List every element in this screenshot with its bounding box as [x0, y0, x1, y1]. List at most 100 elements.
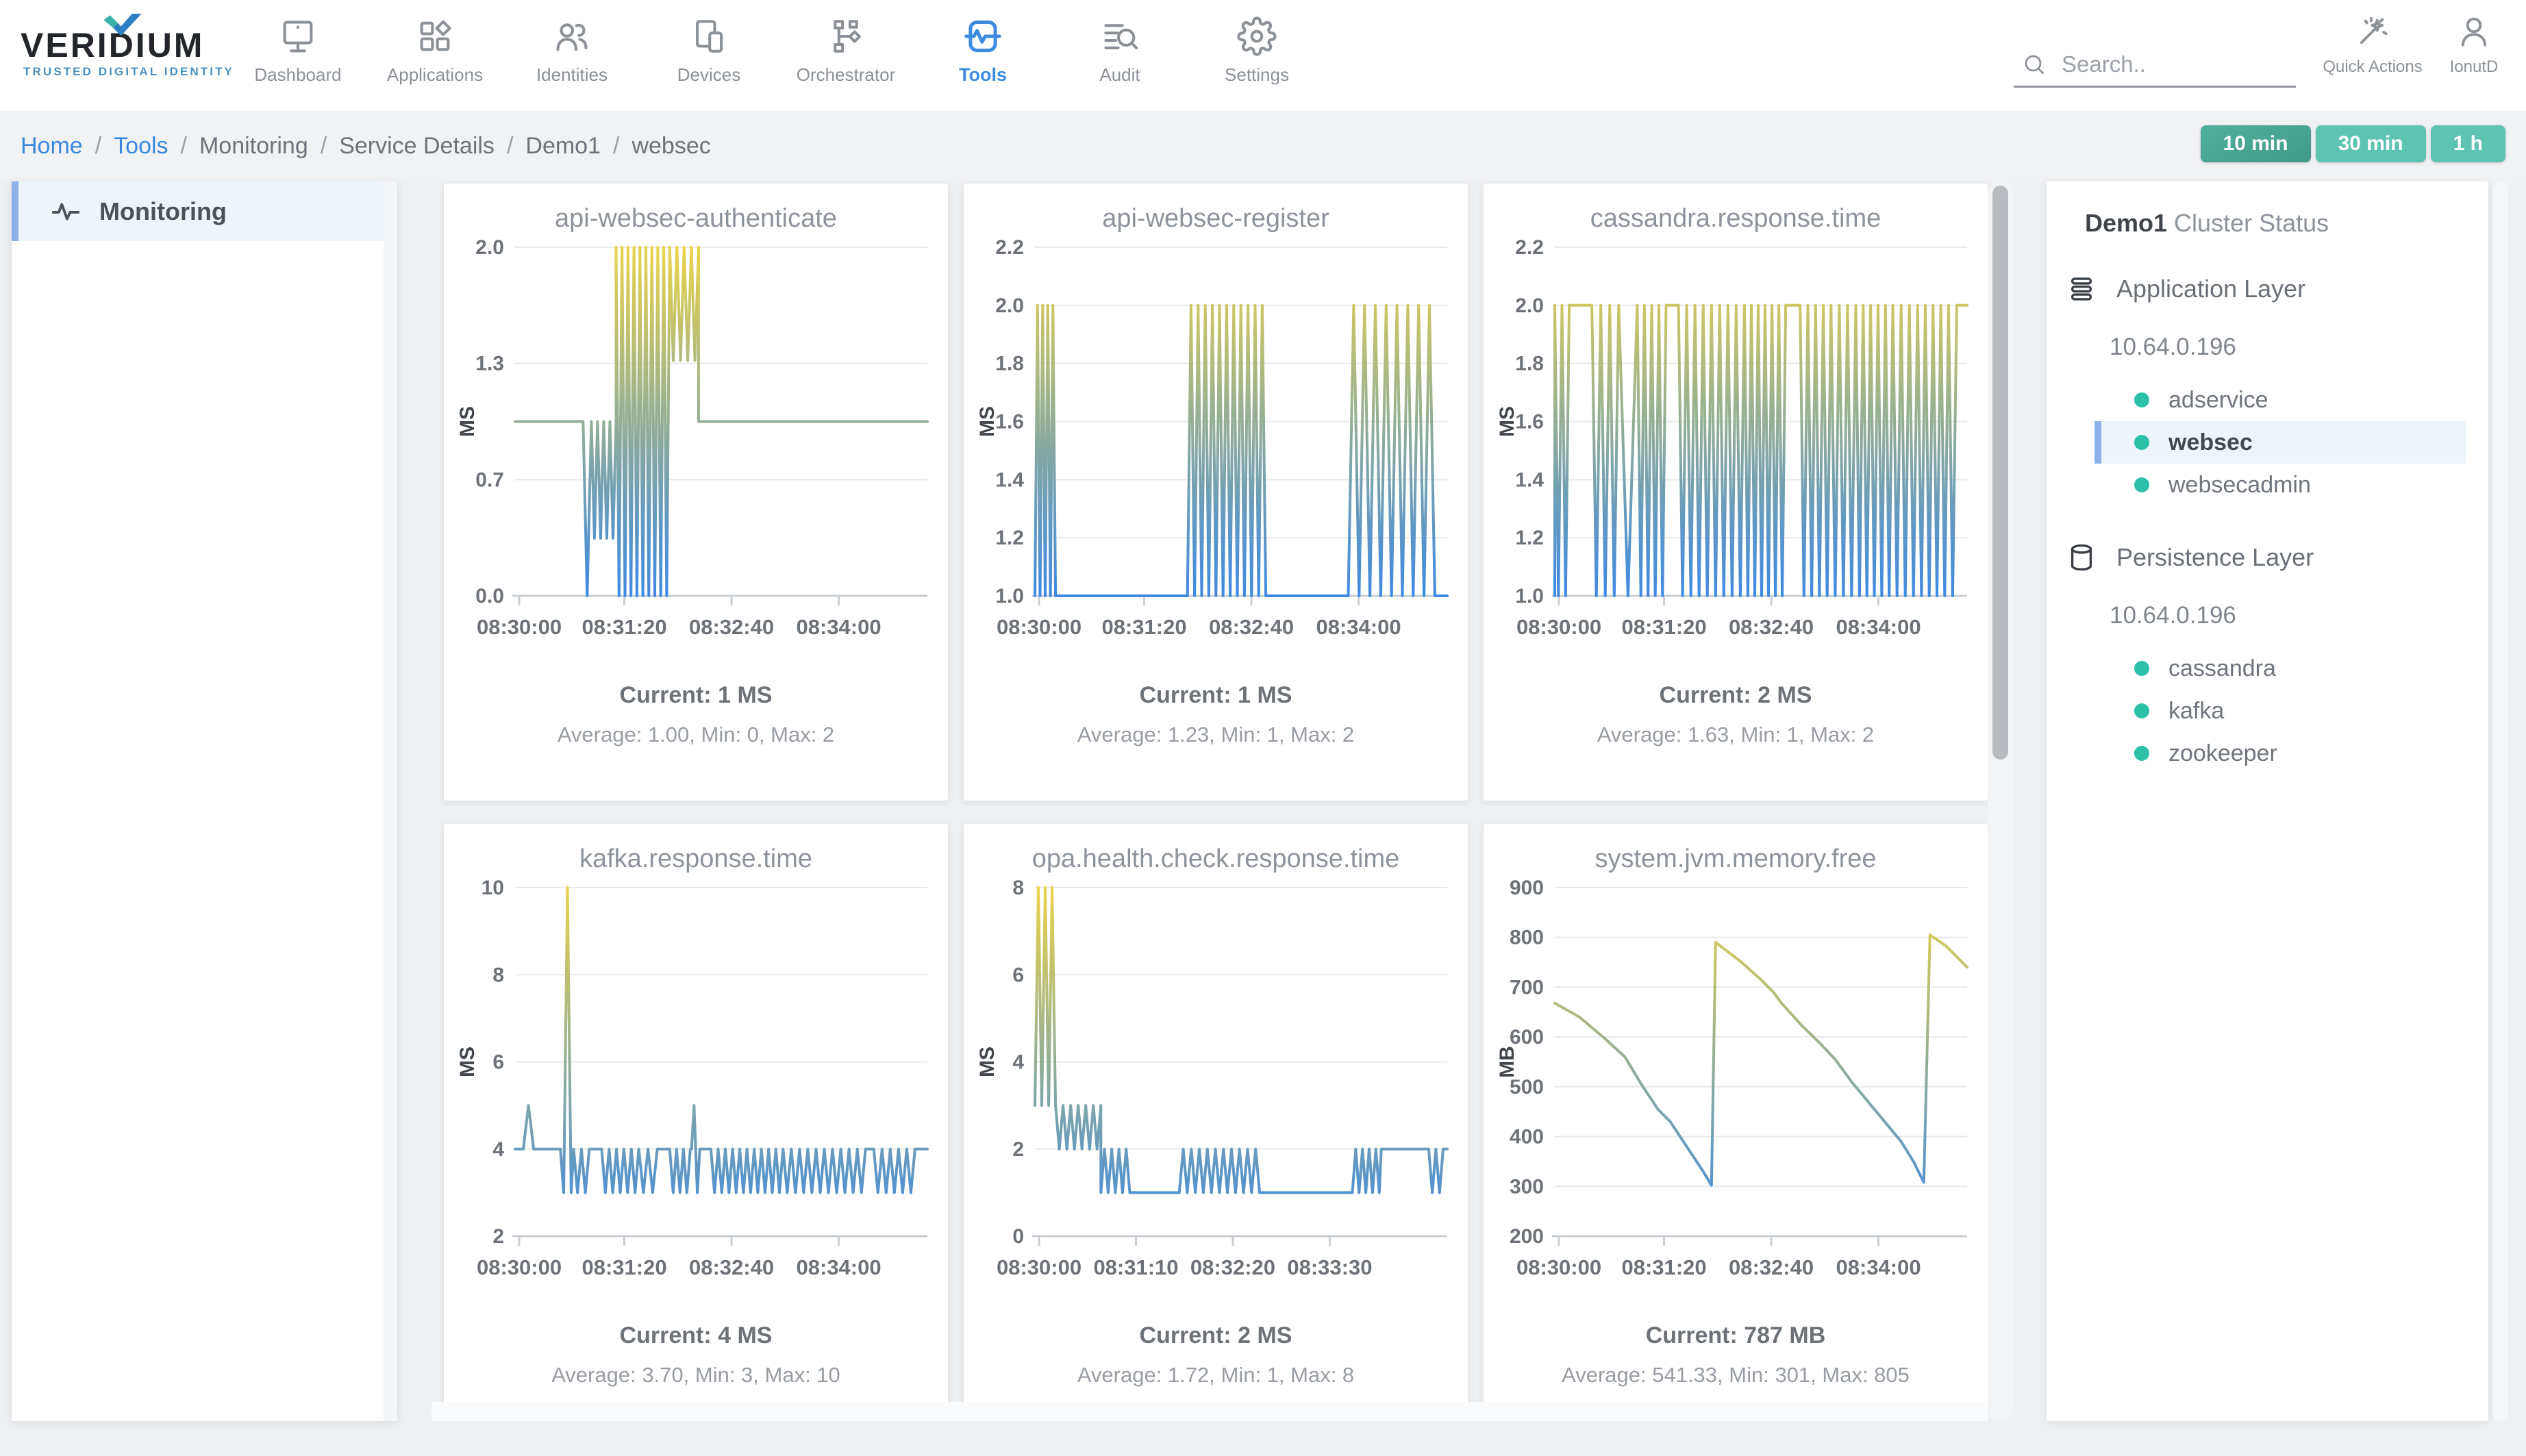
- chart-card-kafka-response-time: kafka.response.time 10 8 6 4 2 08:30:00 08:31:…: [444, 824, 948, 1406]
- chart-stats: Average: 3.70, Min: 3, Max: 10: [551, 1363, 840, 1387]
- svg-text:500: 500: [1510, 1076, 1544, 1099]
- time-button-1h[interactable]: 1 h: [2430, 125, 2505, 162]
- svg-text:08:30:00: 08:30:00: [1516, 1255, 1601, 1279]
- sidebar-item-monitoring[interactable]: Monitoring: [12, 181, 397, 241]
- svg-text:600: 600: [1510, 1026, 1544, 1049]
- host-address: 10.64.0.196: [2110, 334, 2236, 360]
- chart-title: api-websec-authenticate: [555, 204, 837, 233]
- time-button-30min[interactable]: 30 min: [2315, 125, 2426, 162]
- svg-text:08:31:20: 08:31:20: [1621, 1255, 1706, 1279]
- svg-text:08:34:00: 08:34:00: [1836, 615, 1921, 639]
- svg-text:MB: MB: [1496, 1046, 1518, 1078]
- service-item-zookeeper[interactable]: zookeeper: [2134, 732, 2488, 775]
- svg-text:2.2: 2.2: [995, 238, 1024, 259]
- line-chart: 900 800 700 600 500 400 300 200 08:30:00 08:31:20…: [1496, 878, 1968, 1279]
- host-address: 10.64.0.196: [2110, 602, 2236, 629]
- nav-item-identities[interactable]: Identities: [503, 0, 640, 111]
- dashboard-icon: [283, 21, 313, 53]
- chart-stats: Average: 1.72, Min: 1, Max: 8: [1077, 1363, 1355, 1387]
- service-item-cassandra[interactable]: cassandra: [2134, 647, 2488, 690]
- breadcrumb-home[interactable]: Home: [21, 133, 83, 159]
- svg-text:08:31:20: 08:31:20: [1621, 615, 1706, 639]
- quick-actions-button[interactable]: Quick Actions: [2318, 14, 2427, 77]
- breadcrumb-separator: /: [506, 133, 514, 159]
- service-name: zookeeper: [2168, 740, 2277, 766]
- devices-icon: [696, 20, 723, 53]
- svg-text:08:30:00: 08:30:00: [1516, 615, 1601, 639]
- nav-item-dashboard[interactable]: Dashboard: [229, 0, 366, 111]
- svg-text:2: 2: [1012, 1138, 1024, 1161]
- service-item-websecadmin[interactable]: websecadmin: [2134, 464, 2488, 506]
- svg-text:4: 4: [1012, 1051, 1024, 1074]
- application-layer-header: Application Layer: [2066, 273, 2488, 305]
- svg-text:08:30:00: 08:30:00: [997, 1255, 1081, 1279]
- panel-scrollbar-track[interactable]: [2493, 181, 2508, 1421]
- svg-text:08:33:30: 08:33:30: [1287, 1255, 1372, 1279]
- svg-text:2.0: 2.0: [995, 294, 1024, 317]
- svg-text:800: 800: [1510, 927, 1544, 949]
- cluster-status-panel: Demo1 Cluster Status Application Layer 1…: [2047, 181, 2488, 1421]
- svg-text:4: 4: [492, 1138, 504, 1161]
- svg-text:700: 700: [1510, 976, 1544, 999]
- status-dot: [2134, 703, 2149, 718]
- time-button-10min[interactable]: 10 min: [2200, 125, 2311, 162]
- tools-icon: [964, 20, 1001, 53]
- svg-text:08:32:20: 08:32:20: [1190, 1255, 1275, 1279]
- audit-icon: [1104, 24, 1138, 49]
- nav-label: Settings: [1225, 64, 1289, 85]
- status-dot: [2134, 392, 2149, 407]
- chart-current-value: Current: 2 MS: [1139, 1322, 1292, 1348]
- main-scrollbar-track[interactable]: [1988, 181, 2014, 1421]
- brand-logo[interactable]: VERIDIUM TRUSTED DIGITAL IDENTITY: [21, 14, 234, 79]
- chart-stats: Average: 1.00, Min: 0, Max: 2: [557, 723, 835, 746]
- quick-actions-label: Quick Actions: [2323, 58, 2423, 76]
- search-input[interactable]: [2062, 51, 2288, 77]
- nav-item-orchestrator[interactable]: Orchestrator: [777, 0, 914, 111]
- svg-text:08:32:40: 08:32:40: [689, 1255, 774, 1279]
- svg-text:08:32:40: 08:32:40: [689, 615, 774, 639]
- nav-item-tools[interactable]: Tools: [914, 0, 1051, 111]
- nav-item-applications[interactable]: Applications: [366, 0, 503, 111]
- chart-stats: Average: 1.63, Min: 1, Max: 2: [1597, 723, 1875, 746]
- pulse-icon: [51, 203, 80, 220]
- status-dot: [2134, 746, 2149, 761]
- breadcrumb-monitoring: Monitoring: [199, 133, 308, 159]
- svg-text:8: 8: [492, 964, 504, 986]
- svg-text:1.2: 1.2: [995, 527, 1024, 549]
- svg-text:1.8: 1.8: [1515, 353, 1544, 375]
- nav-item-devices[interactable]: Devices: [640, 0, 777, 111]
- service-name: websec: [2168, 429, 2253, 455]
- breadcrumb: Home / Tools / Monitoring / Service Deta…: [21, 111, 711, 181]
- sidebar-item-label: Monitoring: [99, 197, 227, 225]
- chart-card-cassandra-response-time: cassandra.response.time 2.2 2.0 1.8 1.6 1.4 1…: [1484, 184, 1988, 801]
- breadcrumb-bar: Home / Tools / Monitoring / Service Deta…: [0, 111, 2526, 181]
- sidebar-scrollbar-track[interactable]: [384, 181, 397, 1421]
- chart-current-value: Current: 2 MS: [1659, 682, 1812, 708]
- magic-wand-icon: [2360, 16, 2388, 45]
- status-dot: [2134, 477, 2149, 492]
- charts-region: api-websec-authenticate 2.0 1.3 0.7 0.0 08:3…: [432, 181, 2014, 1421]
- service-name: kafka: [2168, 697, 2225, 724]
- svg-text:08:31:10: 08:31:10: [1093, 1255, 1178, 1279]
- chart-current-value: Current: 1 MS: [619, 682, 773, 708]
- user-menu[interactable]: IonutD: [2430, 14, 2518, 77]
- service-item-websec[interactable]: websec: [2094, 421, 2466, 464]
- breadcrumb-tools[interactable]: Tools: [114, 133, 168, 159]
- service-name: adservice: [2168, 386, 2268, 413]
- main-scrollbar-thumb[interactable]: [1992, 186, 2008, 760]
- svg-text:400: 400: [1510, 1126, 1544, 1149]
- search-icon[interactable]: [2022, 52, 2047, 77]
- service-item-kafka[interactable]: kafka: [2134, 690, 2488, 732]
- svg-text:MS: MS: [456, 406, 479, 437]
- nav-item-audit[interactable]: Audit: [1051, 0, 1188, 111]
- svg-text:1.6: 1.6: [995, 411, 1024, 434]
- chart-card-api-websec-register: api-websec-register 2.2 2.0 1.8 1.6 1.4 1.2 1.…: [964, 184, 1468, 801]
- nav-item-settings[interactable]: Settings: [1188, 0, 1325, 111]
- svg-text:6: 6: [1012, 964, 1024, 986]
- service-item-adservice[interactable]: adservice: [2134, 379, 2488, 421]
- chart-current-value: Current: 787 MB: [1645, 1322, 1826, 1348]
- identities-icon: [556, 23, 588, 51]
- svg-text:8: 8: [1012, 878, 1024, 899]
- svg-text:900: 900: [1510, 878, 1544, 899]
- svg-text:08:31:20: 08:31:20: [582, 615, 666, 639]
